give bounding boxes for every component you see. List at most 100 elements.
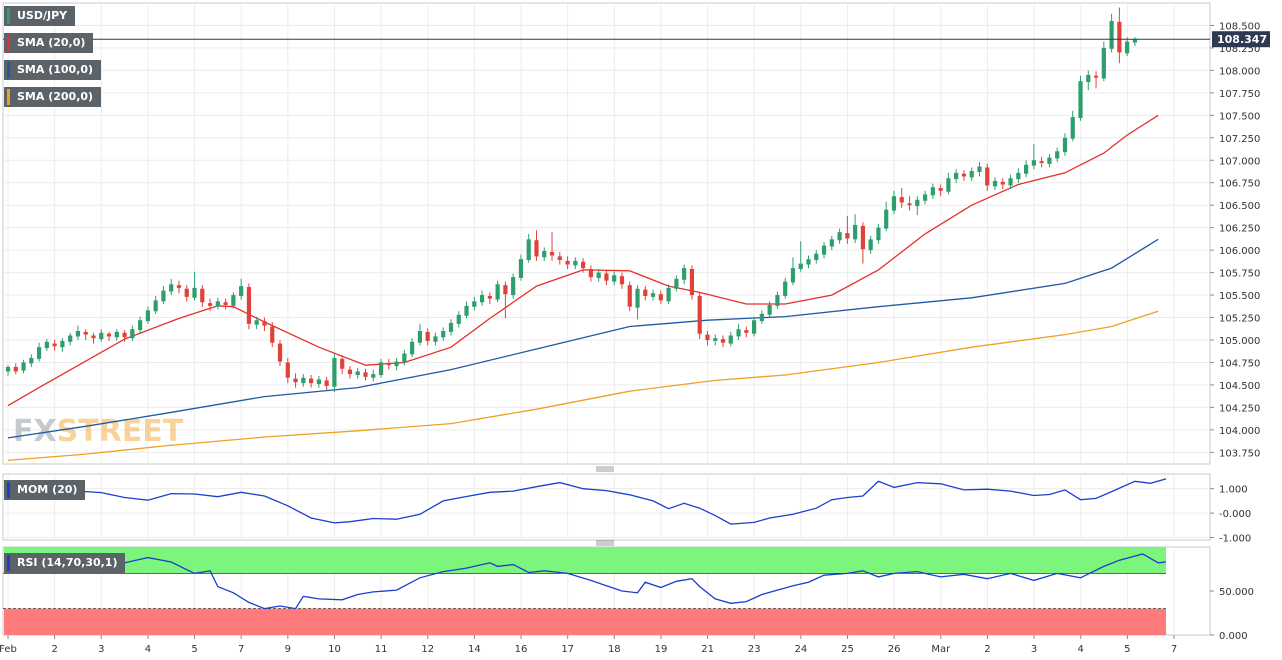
candle: [5, 365, 11, 376]
candle: [347, 366, 353, 379]
candle: [992, 177, 998, 190]
candle-body: [371, 374, 376, 378]
legend-sma20[interactable]: SMA (20,0): [4, 33, 94, 53]
candle-body: [246, 286, 252, 324]
candle-body: [946, 178, 951, 192]
legend-sma20-swatch: [7, 35, 10, 51]
legend-sma100-swatch: [7, 62, 10, 78]
legend-sma100[interactable]: SMA (100,0): [4, 60, 102, 80]
candle: [790, 257, 796, 286]
candle: [91, 332, 96, 344]
legend-sma200[interactable]: SMA (200,0): [4, 87, 102, 107]
candle-body: [277, 343, 283, 362]
x-tick-label: 14: [468, 644, 481, 655]
candle: [907, 196, 912, 211]
candle: [270, 322, 275, 348]
candle-body: [5, 366, 11, 372]
candle-body: [596, 272, 601, 278]
candle: [915, 196, 920, 216]
candle: [68, 332, 73, 346]
candle: [106, 331, 112, 341]
candle: [316, 375, 321, 388]
candle: [588, 265, 593, 282]
candle-body: [891, 196, 897, 211]
candle: [130, 325, 135, 341]
current-price-box: [1212, 31, 1270, 48]
candle-body: [783, 281, 788, 296]
price-tick-label: 103.750: [1219, 448, 1260, 459]
candle-body: [985, 167, 990, 186]
candle: [1109, 13, 1114, 53]
candle: [884, 201, 889, 232]
candle: [806, 255, 811, 269]
candle: [775, 291, 780, 309]
candle-body: [192, 287, 197, 298]
price-tick-label: 104.750: [1219, 358, 1260, 369]
candle-body: [658, 294, 663, 301]
candle: [1125, 37, 1130, 57]
candle: [169, 278, 174, 296]
price-tick-label: 107.750: [1219, 89, 1260, 100]
candle: [1132, 37, 1138, 47]
sma200-line: [7, 310, 1159, 462]
x-tick-label: 4: [145, 644, 151, 655]
legend-mom-label: MOM (20): [17, 483, 78, 496]
candle: [254, 316, 259, 330]
candle: [542, 247, 547, 261]
candle: [922, 190, 928, 205]
candle: [930, 183, 935, 199]
candle: [1016, 168, 1021, 183]
legend-symbol[interactable]: USD/JPY: [4, 6, 76, 26]
legend-symbol-swatch: [7, 8, 10, 24]
candle-body: [619, 276, 625, 285]
candle-body: [410, 341, 415, 355]
candle: [239, 278, 244, 300]
candle-body: [1132, 39, 1138, 43]
candle-body: [511, 277, 516, 296]
legend-rsi-swatch: [7, 555, 10, 571]
candle: [36, 342, 42, 362]
price-tick-label: 108.250: [1219, 44, 1260, 55]
candle-body: [557, 256, 562, 261]
candle-body: [915, 199, 920, 207]
candle-body: [130, 329, 135, 339]
candle-body: [1078, 81, 1083, 119]
candle-body: [503, 285, 508, 295]
candle-body: [860, 225, 865, 250]
candle: [184, 285, 189, 302]
candle-body: [1039, 161, 1044, 163]
x-tick-label: 3: [1031, 644, 1037, 655]
candle: [479, 290, 485, 306]
mom-panel-frame: [2, 473, 1211, 541]
candle: [961, 170, 967, 181]
candle-body: [68, 335, 73, 342]
candle-body: [1109, 20, 1114, 49]
candle: [977, 162, 982, 177]
candle: [557, 251, 562, 265]
candle: [441, 327, 446, 341]
candle: [1047, 153, 1052, 168]
candle-body: [495, 284, 500, 300]
candle: [635, 285, 640, 320]
candle: [814, 250, 819, 264]
price-tick-label: 105.750: [1219, 269, 1260, 280]
candle-body: [907, 203, 912, 206]
legend-mom[interactable]: MOM (20): [4, 480, 86, 500]
x-tick-label: 4: [1078, 644, 1084, 655]
candle-body: [689, 268, 695, 296]
legend-rsi[interactable]: RSI (14,70,30,1): [4, 553, 126, 573]
x-tick-label: 7: [238, 644, 244, 655]
candle: [192, 271, 197, 301]
candle-body: [347, 369, 353, 375]
candle: [472, 296, 477, 311]
legend-sma200-label: SMA (200,0): [17, 90, 94, 103]
candle-body: [316, 379, 321, 385]
candle-body: [884, 209, 889, 229]
candle: [891, 190, 897, 215]
candle-body: [200, 288, 205, 303]
candle-body: [456, 314, 461, 324]
candle-body: [666, 287, 671, 302]
mom-tick-label: 1.000: [1219, 485, 1248, 496]
candle-body: [13, 366, 18, 372]
candle-body: [829, 239, 834, 247]
